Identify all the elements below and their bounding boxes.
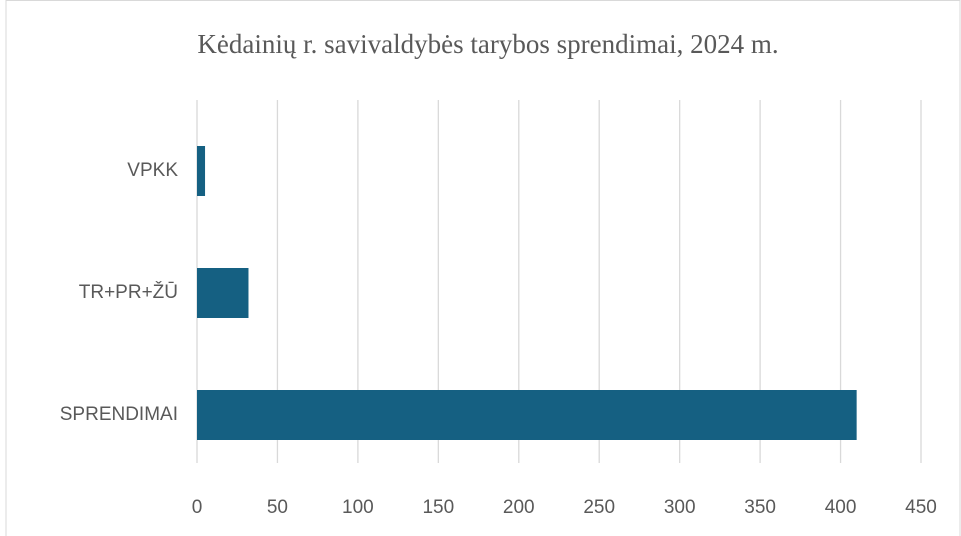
bar [197, 146, 206, 196]
x-tick-label: 100 [342, 497, 374, 518]
x-tick-label: 400 [825, 497, 857, 518]
x-tick-label: 150 [422, 497, 454, 518]
bar [197, 390, 857, 440]
chart-title: Kėdainių r. savivaldybės tarybos sprendi… [197, 29, 778, 59]
x-tick-label: 450 [905, 497, 937, 518]
x-tick-label: 250 [583, 497, 615, 518]
x-tick-label: 50 [267, 497, 288, 518]
x-tick-label: 300 [664, 497, 696, 518]
y-tick-label: VPKK [127, 160, 178, 181]
y-tick-label: SPRENDIMAI [60, 404, 178, 425]
x-tick-label: 350 [744, 497, 776, 518]
bar [197, 268, 249, 318]
y-tick-label: TR+PR+ŽŪ [79, 281, 178, 303]
x-tick-label: 200 [503, 497, 535, 518]
x-tick-label: 0 [192, 497, 203, 518]
chart-border [5, 0, 961, 536]
